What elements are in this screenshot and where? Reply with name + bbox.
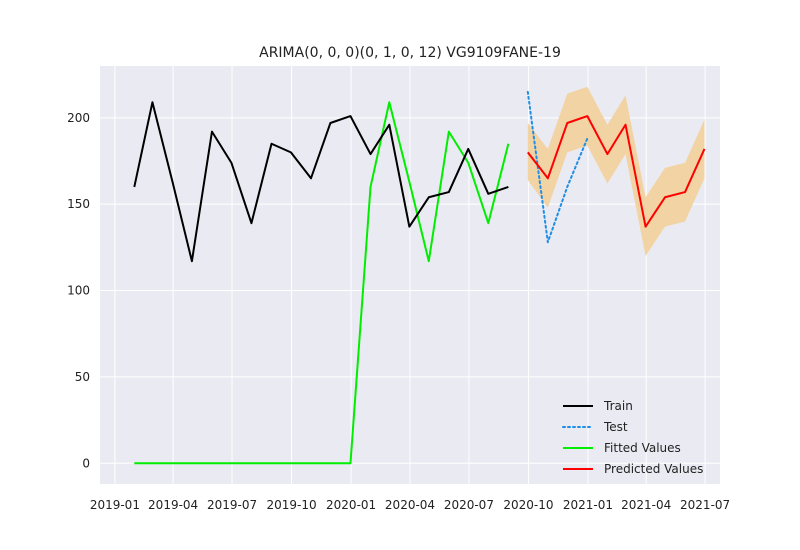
x-tick-label: 2021-04 <box>621 498 671 512</box>
x-tick-label: 2019-10 <box>266 498 316 512</box>
x-tick-label: 2021-01 <box>563 498 613 512</box>
confidence-band-layer <box>527 86 705 257</box>
y-tick-label: 150 <box>67 197 90 211</box>
x-tick-label: 2020-07 <box>444 498 494 512</box>
series-line-predicted-values <box>526 115 706 228</box>
series-lines <box>133 90 706 465</box>
series-line-train <box>133 101 509 263</box>
series-line-test <box>526 90 589 244</box>
y-tick-label: 0 <box>82 456 90 470</box>
y-tick-label: 50 <box>75 370 90 384</box>
series-line-fitted-values <box>134 101 510 465</box>
confidence-band <box>527 86 705 257</box>
x-tick-label: 2019-01 <box>90 498 140 512</box>
legend-label: Test <box>603 420 628 434</box>
legend-label: Train <box>603 399 633 413</box>
x-tick-label: 2021-07 <box>680 498 730 512</box>
y-tick-label: 100 <box>67 284 90 298</box>
x-tick-label: 2020-10 <box>503 498 553 512</box>
axis-tick-labels: 0 50 100 150 200 2019-01 2019-04 2019-07 2019-10… <box>67 111 730 512</box>
grid-lines <box>100 66 720 484</box>
chart-title: ARIMA(0, 0, 0)(0, 1, 0, 12) VG9109FANE-1… <box>259 45 561 61</box>
legend-label: Fitted Values <box>604 441 681 455</box>
x-tick-label: 2019-07 <box>207 498 257 512</box>
x-tick-label: 2019-04 <box>148 498 198 512</box>
legend-label: Predicted Values <box>604 462 703 476</box>
y-tick-label: 200 <box>67 111 90 125</box>
legend: Train Test Fitted Values Predicted Values <box>562 399 703 476</box>
x-tick-label: 2020-04 <box>385 498 435 512</box>
x-tick-label: 2020-01 <box>326 498 376 512</box>
